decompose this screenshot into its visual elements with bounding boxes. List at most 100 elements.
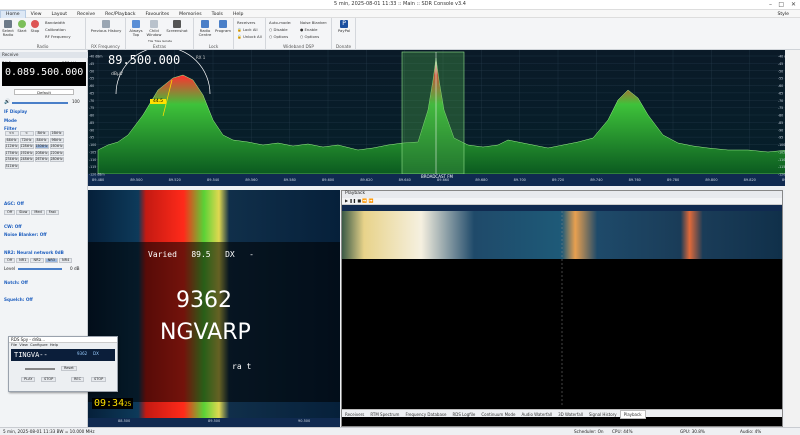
filter-btn[interactable]: 234kHz [4, 157, 19, 162]
playback-waterfall[interactable] [342, 205, 782, 411]
filter-header[interactable]: Filter [4, 126, 17, 131]
menu-memories[interactable]: Memories [179, 12, 202, 17]
nb-options-radio[interactable]: ○ Options [300, 34, 320, 39]
agc-btn[interactable]: Med [31, 210, 45, 215]
nr2-btn[interactable]: NR1 [16, 258, 30, 263]
volume-slider[interactable] [12, 102, 68, 104]
nr2-header[interactable]: NR2: Neural network 0dB [4, 250, 64, 255]
stop-icon[interactable]: ■ [357, 198, 362, 203]
tile-options[interactable]: Tile Tiles Isolate [148, 39, 172, 43]
forward-icon[interactable]: ⏩ [368, 198, 374, 203]
if-display-header[interactable]: IF Display [4, 109, 28, 114]
select-radio-button[interactable]: Select Radio [2, 20, 14, 37]
agc-btn[interactable]: Off [4, 210, 16, 215]
menu-view[interactable]: View [30, 12, 42, 17]
filter-btn[interactable]: 16kHz [49, 131, 64, 136]
play-icon[interactable]: ▶ [345, 198, 349, 203]
nb-enable-radio[interactable]: ● Enable [300, 27, 318, 32]
filter-btn[interactable]: 208kHz [34, 150, 49, 156]
cw-header[interactable]: CW: Off [4, 224, 22, 229]
right-toolbar[interactable] [785, 50, 800, 427]
paypal-button[interactable]: P PayPal [337, 20, 351, 33]
filter-btn[interactable]: 64kHz [4, 137, 19, 143]
notch-header[interactable]: Notch: Off [4, 280, 28, 285]
start-button[interactable]: Start [17, 20, 27, 33]
agc-btn[interactable]: Fast [45, 210, 59, 215]
rds-stop-button[interactable]: STOP [41, 377, 57, 382]
style-menu[interactable]: Style [777, 12, 789, 17]
tab-rtm-spectrum[interactable]: RTM Spectrum [370, 412, 400, 417]
minimize-icon[interactable]: – [769, 1, 772, 8]
playback-panel[interactable]: Playback ▶ ❚❚ ■ ⏪ ⏩ Receivers RTM Spectru… [341, 190, 783, 427]
rx-filter-passband[interactable] [401, 51, 465, 175]
lock-all-button[interactable]: 🔒 Lock All [237, 27, 258, 32]
tab-playback[interactable]: Playback [619, 410, 646, 419]
tab-signal-history[interactable]: Signal History [588, 412, 617, 417]
rds-rec-button[interactable]: REC [71, 377, 85, 382]
spectrum-graph[interactable]: 89.480 89.500 89.520 89.540 89.560 89.580 89.6… [88, 46, 800, 186]
rf-frequency-dropdown[interactable]: RF Frequency [45, 34, 71, 39]
spectrum-panel[interactable]: 89.480 89.500 89.520 89.540 89.560 89.580 89.6… [88, 46, 800, 186]
radio-centre-button[interactable]: Radio Centre [196, 20, 214, 37]
waterfall-rds-panel[interactable]: Varied 89.5 DX - 9362 NGVARP ra t 09:342… [88, 190, 340, 427]
agc-header[interactable]: AGC: Off [4, 201, 24, 206]
filter-btn-selected[interactable]: 150kHz [34, 144, 49, 149]
filter-btn[interactable]: 160kHz [49, 144, 64, 149]
tab-rds-logfile[interactable]: RDS Logfile [452, 412, 476, 417]
agc-btn[interactable]: Slow [16, 210, 31, 215]
rds-spy-slider[interactable] [25, 368, 55, 370]
mode-dropdown[interactable]: Default [14, 89, 74, 95]
nr2-btn[interactable]: NR2 [30, 258, 44, 263]
screenshot-button[interactable]: Screenshot [164, 20, 190, 33]
rds-play-button[interactable]: PLAY [21, 377, 36, 382]
rewind-icon[interactable]: ⏪ [362, 198, 368, 203]
tab-continuum[interactable]: Continuum Mode [481, 412, 516, 417]
tab-receivers[interactable]: Receivers [345, 412, 365, 417]
menu-layout[interactable]: Layout [51, 12, 68, 17]
rds-menu-view[interactable]: View [19, 343, 28, 347]
rds-menu-configure[interactable]: Configure [30, 343, 48, 347]
filter-btn[interactable]: 220kHz [49, 150, 64, 156]
program-button[interactable]: Program [214, 20, 232, 33]
automode-disable-radio[interactable]: ○ Disable [269, 27, 288, 32]
previous-history-button[interactable]: Previous History [90, 20, 122, 33]
filter-btn[interactable]: 96kHz [49, 137, 64, 143]
menu-recplayback[interactable]: Rec/Playback [105, 12, 136, 17]
menu-help[interactable]: Help [232, 12, 244, 17]
tab-3d-waterfall[interactable]: 3D Waterfall [558, 412, 583, 417]
close-icon[interactable]: ✕ [790, 1, 796, 8]
filter-btn[interactable]: 128kHz [19, 144, 34, 149]
always-top-button[interactable]: Always Top [128, 20, 144, 37]
filter-btn[interactable]: 311kHz [4, 163, 19, 169]
filter-btn[interactable]: 267kHz [34, 157, 49, 162]
filter-btn[interactable]: 112kHz [4, 144, 19, 149]
menu-tools[interactable]: Tools [211, 12, 223, 17]
level-slider[interactable] [18, 268, 62, 270]
maximize-icon[interactable]: □ [778, 1, 784, 8]
filter-btn[interactable]: 84kHz [34, 137, 49, 143]
nr2-btn[interactable]: Off [4, 258, 16, 263]
frequency-display[interactable]: 0.089.500.000 [2, 62, 86, 86]
rds-spy-window[interactable]: RDS Spy - dr8a... File View Configure He… [8, 336, 118, 392]
tab-audio-waterfall[interactable]: Audio Waterfall [521, 412, 553, 417]
mode-header[interactable]: Mode [4, 118, 17, 123]
filter-btn[interactable]: << [4, 131, 19, 136]
menu-receive[interactable]: Receive [77, 12, 96, 17]
automode-options-radio[interactable]: ○ Options [269, 34, 289, 39]
filter-btn[interactable]: 175kHz [4, 150, 19, 156]
speaker-icon[interactable]: 🔊 [4, 99, 11, 105]
menu-favourites[interactable]: Favourites [145, 12, 170, 17]
nr2-btn[interactable]: NR4 [59, 258, 73, 263]
stop-button[interactable]: Stop [30, 20, 40, 33]
child-window-button[interactable]: Child Window [146, 20, 162, 37]
filter-btn[interactable]: 280kHz [49, 157, 64, 162]
nr2-btn-selected[interactable]: NR3 [44, 258, 59, 263]
noise-blanker-header[interactable]: Noise Blanker: Off [4, 232, 47, 237]
rds-menu-file[interactable]: File [11, 343, 18, 347]
filter-btn[interactable]: 72kHz [19, 137, 34, 143]
filter-btn[interactable]: 248kHz [19, 157, 34, 162]
rds-menu-help[interactable]: Help [49, 343, 59, 347]
pause-icon[interactable]: ❚❚ [349, 198, 357, 203]
rds-stop2-button[interactable]: STOP [91, 377, 107, 382]
filter-btn[interactable]: 8kHz [34, 131, 49, 136]
